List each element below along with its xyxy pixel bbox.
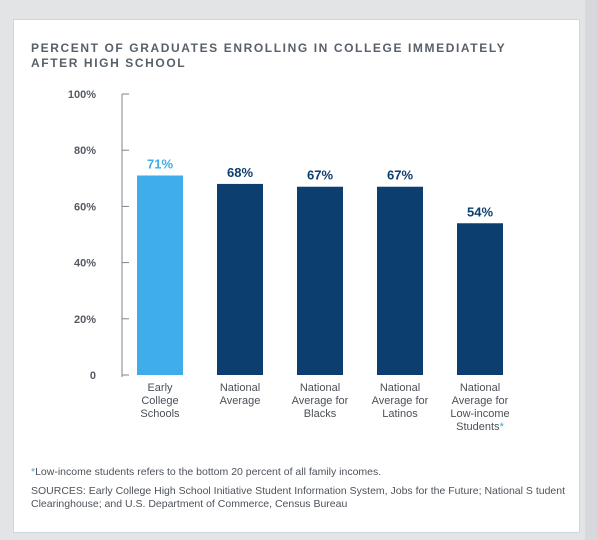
category-label-3: National Average for Latinos (372, 382, 429, 420)
bar-0 (137, 175, 183, 375)
category-label-line: National (460, 382, 500, 394)
category-label-line: Blacks (304, 408, 337, 420)
data-label-4: 54% (467, 204, 493, 219)
bar-3 (377, 186, 423, 375)
data-label-3: 67% (387, 168, 413, 183)
footnote-asterisk: * (31, 466, 36, 478)
category-label-line: Low-income (450, 408, 509, 420)
chart-title: PERCENT OF GRADUATES ENROLLING IN COLLEG… (31, 41, 507, 70)
y-tick-label-80: 80% (74, 145, 96, 157)
chart-card: PERCENT OF GRADUATES ENROLLING IN COLLEG… (13, 19, 580, 533)
category-label-line: Average for (452, 395, 509, 407)
category-label-line: Latinos (382, 408, 418, 420)
scrollbar-strip (585, 0, 597, 540)
footnote-text: Low-income students refers to the bottom… (35, 466, 382, 478)
category-label-0: Early College Schools (140, 382, 180, 420)
y-tick-label-0: 0 (90, 370, 96, 382)
bar-1 (217, 183, 263, 375)
y-tick-label-40: 40% (74, 258, 96, 270)
y-tick-label-100: 100% (68, 89, 96, 101)
category-asterisk: * (500, 421, 505, 433)
sources-note: SOURCES: Early College High School Initi… (31, 485, 566, 510)
bar-chart: 0 20% 40% 60% 80% 100% 71% Early College Schools 6… (68, 89, 510, 433)
category-label-line: Students* (456, 421, 504, 433)
category-label-4: National Average for Low-income Students* (450, 382, 509, 433)
category-label-line: Average for (372, 395, 429, 407)
category-label-line: Schools (140, 408, 180, 420)
category-label-line: Average for (292, 395, 349, 407)
data-label-0: 71% (147, 156, 173, 171)
category-label-line: National (300, 382, 340, 394)
category-label-line: Early (147, 382, 173, 394)
data-label-2: 67% (307, 168, 333, 183)
data-label-1: 68% (227, 165, 253, 180)
bar-4 (457, 223, 503, 375)
category-label-line: College (141, 395, 178, 407)
category-label-line: National (380, 382, 420, 394)
category-label-1: National Average (220, 382, 261, 407)
category-label-line: Average (220, 395, 261, 407)
footnote: *Low-income students refers to the botto… (31, 466, 571, 479)
bar-2 (297, 186, 343, 375)
y-tick-label-20: 20% (74, 314, 96, 326)
category-label-line: National (220, 382, 260, 394)
y-tick-label-60: 60% (74, 201, 96, 213)
category-label-2: National Average for Blacks (292, 382, 349, 420)
